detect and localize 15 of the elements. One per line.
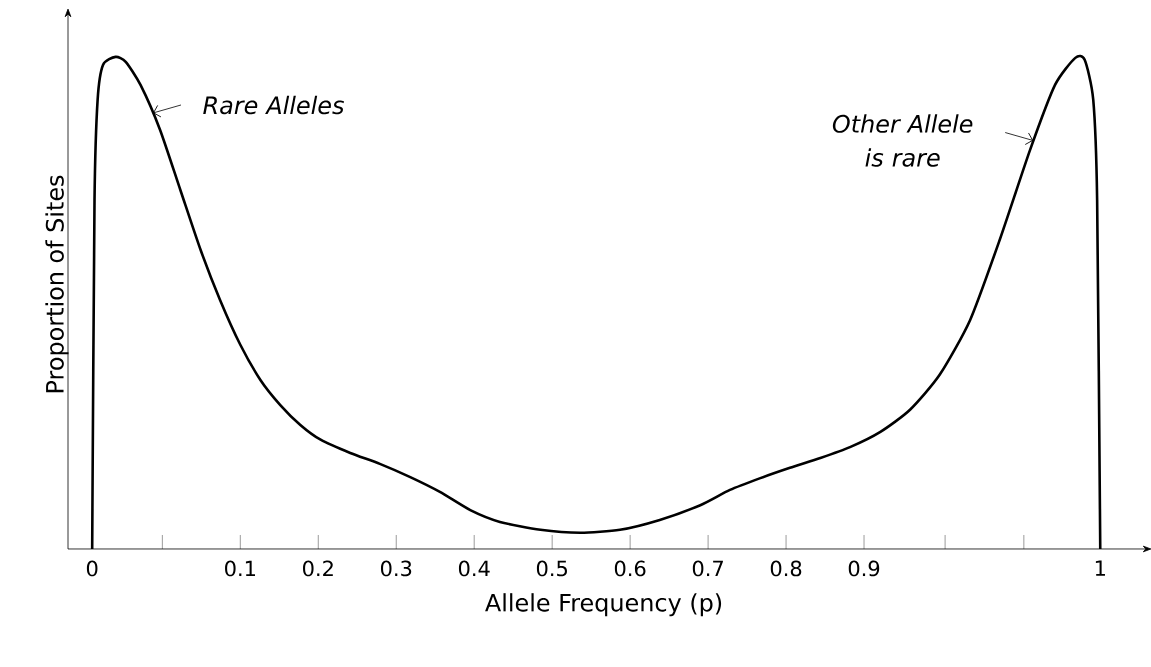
x-tick-label: 0.5 [536, 560, 567, 577]
x-tick-label: 0.9 [848, 560, 880, 577]
x-tick-label: 0.6 [614, 560, 646, 577]
x-tick-label: 0.2 [303, 560, 333, 577]
x-tick-label: 1 [1095, 560, 1105, 576]
x-tick-label: 0.8 [770, 560, 802, 577]
x-tick-label: 0 [86, 560, 98, 577]
x-tick-label: 0.4 [458, 560, 490, 577]
y-axis-title: Proportion of Sites [45, 175, 69, 393]
x-tick-label: 0.3 [380, 560, 412, 577]
x-axis-title: Allele Frequency (p) [485, 593, 722, 617]
annotation: Other Allele is rare [832, 114, 973, 167]
annotation: Rare Alleles [203, 95, 344, 115]
x-tick-label: 0.1 [225, 560, 256, 577]
x-tick-label: 0.7 [692, 560, 723, 577]
